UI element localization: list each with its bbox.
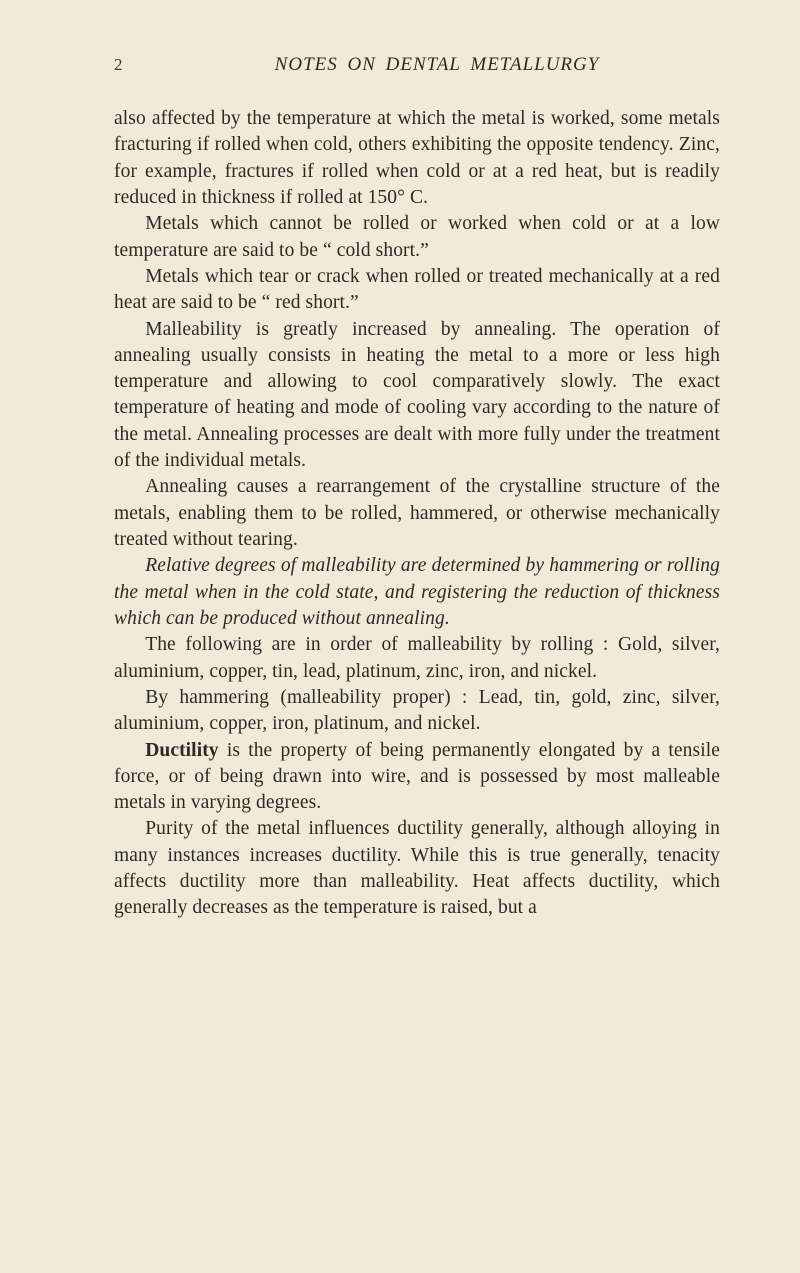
- paragraph: Metals which tear or crack when rolled o…: [114, 264, 720, 317]
- book-page: 2 NOTES ON DENTAL METALLURGY also affect…: [0, 0, 800, 1273]
- term-heading: Ductility: [145, 740, 218, 761]
- page-title: NOTES ON DENTAL METALLURGY: [154, 54, 720, 76]
- paragraph: Malleability is greatly increased by ann…: [114, 317, 720, 475]
- paragraph: Annealing causes a rearrangement of the …: [114, 474, 720, 553]
- paragraph: also affected by the temperature at whic…: [114, 106, 720, 211]
- paragraph: Metals which cannot be rolled or worked …: [114, 211, 720, 264]
- paragraph: Ductility is the property of being perma…: [114, 738, 720, 817]
- paragraph: Purity of the metal influences ductility…: [114, 816, 720, 921]
- paragraph: Relative degrees of malleability are det…: [114, 553, 720, 632]
- page-number: 2: [114, 55, 154, 75]
- body-text: also affected by the temperature at whic…: [114, 106, 720, 922]
- paragraph: The following are in order of malleabili…: [114, 632, 720, 685]
- page-header: 2 NOTES ON DENTAL METALLURGY: [114, 54, 720, 76]
- paragraph: By hammering (malleability proper) : Lea…: [114, 685, 720, 738]
